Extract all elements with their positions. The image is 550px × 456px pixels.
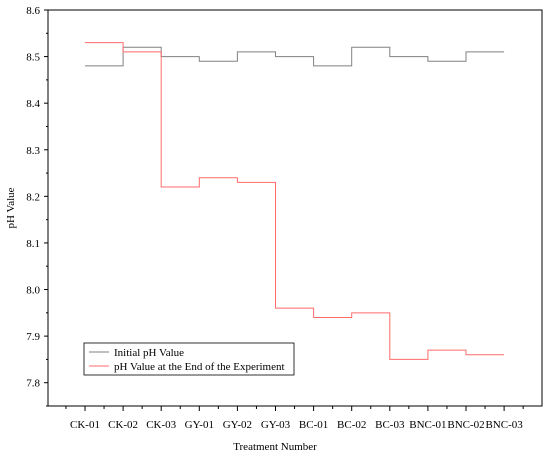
y-tick-label: 8.2 xyxy=(26,191,40,203)
y-tick-label: 8.5 xyxy=(26,52,40,64)
legend-box xyxy=(83,342,295,376)
x-tick-label: BNC-03 xyxy=(485,419,523,431)
x-tick-label: BC-02 xyxy=(337,419,366,431)
y-tick-label: 7.9 xyxy=(26,331,40,343)
legend: Initial pH Value pH Value at the End of t… xyxy=(83,342,295,376)
x-tick-label: GY-02 xyxy=(223,419,252,431)
x-tick-label: CK-02 xyxy=(108,419,138,431)
x-tick-label: GY-03 xyxy=(261,419,291,431)
series-line-1 xyxy=(85,46,505,67)
x-tick-label: BC-01 xyxy=(299,419,328,431)
x-tick-label: BNC-02 xyxy=(447,419,484,431)
y-tick-label: 7.8 xyxy=(26,378,40,390)
x-tick-label: BNC-01 xyxy=(409,419,446,431)
y-tick-label: 8.6 xyxy=(26,5,40,17)
series-layer xyxy=(85,42,505,360)
y-axis-title: pH Value xyxy=(5,187,17,228)
x-tick-label: CK-03 xyxy=(146,419,176,431)
y-axis-ticks: 7.8 7.9 8.0 8.1 8.2 8.3 8.4 8.5 8.6 xyxy=(26,5,48,407)
x-tick-label: BC-03 xyxy=(375,419,405,431)
y-tick-label: 8.1 xyxy=(26,238,40,250)
x-tick-label: CK-01 xyxy=(70,419,100,431)
legend-label-1: Initial pH Value xyxy=(114,347,184,359)
series-line-2 xyxy=(85,42,505,360)
legend-label-2: pH Value at the End of the Experiment xyxy=(114,361,285,373)
y-tick-label: 8.3 xyxy=(26,145,40,157)
y-tick-label: 8.0 xyxy=(26,285,40,297)
y-tick-label: 8.4 xyxy=(26,98,40,110)
x-axis-title: Treatment Number xyxy=(233,441,317,453)
x-tick-label: GY-01 xyxy=(185,419,214,431)
x-axis-ticks: CK-01 CK-02 CK-03 GY-01 GY-02 GY-03 BC-01 BC-02… xyxy=(65,406,524,431)
